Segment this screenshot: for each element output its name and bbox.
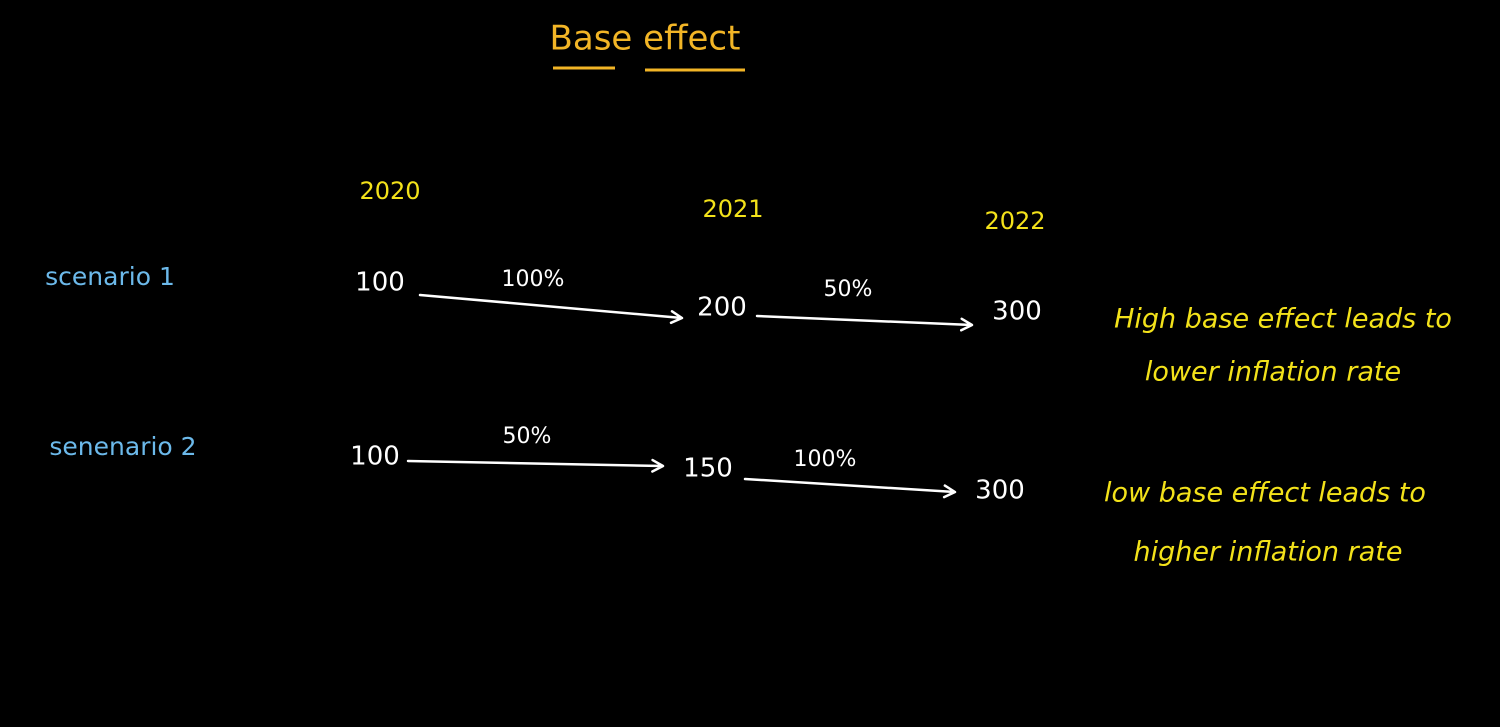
year: 2021 xyxy=(702,195,763,223)
value: 300 xyxy=(992,297,1042,327)
arrow xyxy=(755,314,974,332)
note: low base effect leads to xyxy=(1104,478,1426,509)
arrow xyxy=(418,293,684,325)
value: 150 xyxy=(683,454,733,484)
change-label: 50% xyxy=(824,277,873,302)
title: Base effect xyxy=(550,19,741,59)
scenario-label: scenario 1 xyxy=(45,262,175,291)
value: 100 xyxy=(355,268,405,298)
note: lower inflation rate xyxy=(1145,357,1401,388)
scenario-label: senenario 2 xyxy=(49,432,196,461)
note: higher inflation rate xyxy=(1134,537,1403,568)
arrow xyxy=(406,458,665,473)
value: 200 xyxy=(697,293,747,323)
note: High base effect leads to xyxy=(1114,304,1452,335)
change-label: 100% xyxy=(794,447,857,472)
change-label: 100% xyxy=(502,267,565,292)
arrow xyxy=(743,477,957,499)
change-label: 50% xyxy=(503,424,552,449)
value: 300 xyxy=(975,476,1025,506)
year: 2022 xyxy=(984,207,1045,235)
value: 100 xyxy=(350,442,400,472)
year: 2020 xyxy=(359,177,420,205)
